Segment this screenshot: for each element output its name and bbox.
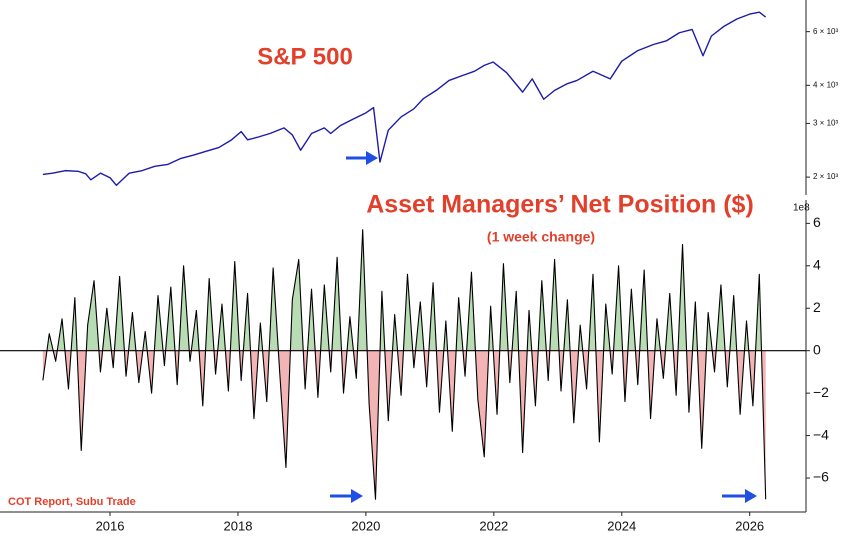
area-positive [47, 229, 762, 350]
y-tick-label: 4 [813, 256, 821, 272]
arrow-head [351, 489, 363, 503]
x-tick-label: 2026 [735, 518, 764, 533]
y-tick-label: −4 [813, 426, 829, 442]
data-line [42, 229, 767, 500]
y-tick-label: 6 [813, 214, 821, 230]
y-tick-label: 2 × 10³ [813, 172, 838, 181]
arrows [330, 151, 757, 503]
x-tick-label: 2024 [607, 518, 636, 533]
arrow-head [745, 489, 757, 503]
source-note: COT Report, Subu Trade [8, 496, 136, 508]
y-tick-label: −6 [813, 469, 829, 485]
y-tick-label: 0 [813, 341, 821, 357]
marks: 2 × 10³ 3 × 10³ 4 × 10³ 6 × 10³ −6 −4 −2 0 2 4 6 20… [0, 0, 838, 533]
y-tick-label: 6 × 10³ [813, 27, 838, 36]
data-line [42, 11, 767, 186]
y-tick-label: 3 × 10³ [813, 119, 838, 128]
chart-title: S&P 500 [257, 43, 353, 70]
x-tick-label: 2020 [351, 518, 380, 533]
arrow-head [366, 151, 378, 165]
axis-multiplier: 1e8 [793, 203, 810, 214]
x-tick-label: 2022 [479, 518, 508, 533]
y-tick-label: −2 [813, 384, 829, 400]
fills [42, 229, 766, 500]
y-tick-label: 4 × 10³ [813, 80, 838, 89]
x-tick-label: 2018 [224, 518, 253, 533]
chart-title: Asset Managers’ Net Position ($) [366, 191, 754, 219]
chart-subtitle: (1 week change) [487, 229, 595, 245]
x-tick-label: 2016 [96, 518, 125, 533]
area-negative [42, 349, 766, 500]
y-tick-label: 2 [813, 299, 821, 315]
